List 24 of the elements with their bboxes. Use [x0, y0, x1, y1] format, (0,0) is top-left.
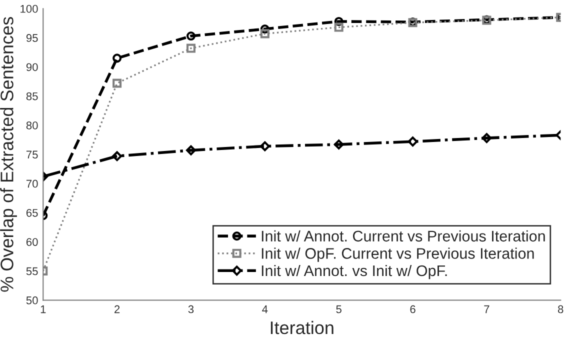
y-tick-label: 65: [26, 208, 38, 217]
x-axis-title: Iteration: [270, 320, 334, 334]
y-axis-title: % Overlap of Extracted Sentences: [0, 17, 17, 292]
x-tick-label: 6: [410, 305, 416, 314]
x-tick-label: 8: [558, 305, 564, 314]
legend-label: Init w/ Annot. vs Init w/ OpF.: [262, 264, 447, 280]
y-tick-label: 85: [26, 92, 38, 100]
x-tick-label: 4: [262, 305, 268, 314]
y-tick-label: 75: [26, 150, 38, 159]
x-tick-label: 3: [188, 305, 194, 314]
legend-label: Init w/ Annot. Current vs Previous Iteration: [262, 230, 545, 242]
y-tick-label: 100: [20, 4, 38, 13]
y-tick-label: 90: [26, 63, 38, 72]
y-tick-label: 60: [26, 238, 38, 246]
y-tick-label: 80: [26, 122, 38, 130]
x-tick-label: 2: [114, 305, 120, 314]
x-tick-label: 1: [40, 305, 46, 314]
x-tick-label: 5: [336, 305, 342, 314]
y-tick-label: 70: [26, 180, 38, 188]
y-tick-label: 50: [26, 296, 38, 304]
legend-label: Init w/ OpF. Current vs Previous Iteration: [262, 248, 534, 262]
y-tick-label: 55: [26, 267, 38, 276]
y-tick-label: 95: [26, 34, 38, 42]
x-tick-label: 7: [484, 305, 490, 314]
